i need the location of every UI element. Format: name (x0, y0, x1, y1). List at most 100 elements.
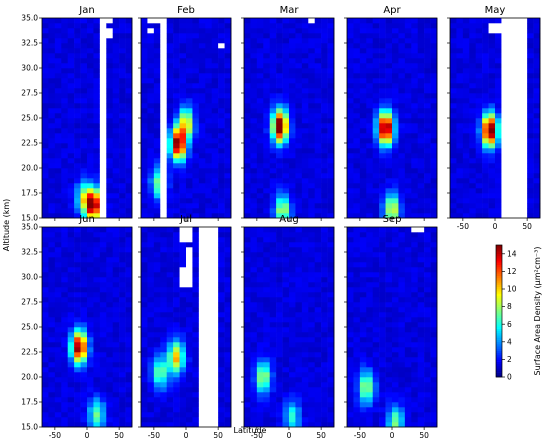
heatmap-cell (224, 247, 232, 253)
heatmap-cell (295, 387, 303, 393)
heatmap-cell (527, 58, 534, 64)
heatmap-cell (482, 158, 489, 164)
heatmap-cell (119, 417, 126, 423)
heatmap-cell (263, 153, 271, 159)
heatmap-cell (359, 322, 367, 328)
heatmap-cell (48, 287, 56, 293)
heatmap-cell (244, 272, 251, 278)
heatmap-cell (327, 43, 335, 49)
heatmap-cell (269, 307, 277, 313)
heatmap-cell (166, 362, 174, 368)
heatmap-cell (173, 168, 180, 174)
heatmap-cell (67, 48, 75, 54)
heatmap-cell (67, 302, 75, 308)
heatmap-cell (295, 347, 303, 353)
heatmap-cell (99, 63, 107, 69)
heatmap-cell (211, 352, 219, 358)
heatmap-cell (321, 58, 328, 64)
heatmap-cell (119, 68, 126, 74)
heatmap-cell (119, 272, 126, 278)
heatmap-cell (160, 392, 168, 398)
heatmap-cell (106, 322, 114, 328)
heatmap-cell (153, 28, 161, 34)
heatmap-cell (80, 168, 88, 174)
heatmap-cell (106, 247, 114, 253)
heatmap-cell (276, 267, 283, 273)
heatmap-cell (456, 213, 464, 219)
heatmap-cell (488, 213, 496, 219)
heatmap-cell (99, 103, 107, 109)
heatmap-cell (166, 282, 174, 288)
heatmap-cell (250, 227, 258, 233)
heatmap-cell (269, 237, 277, 243)
heatmap-cell (87, 163, 94, 169)
heatmap-cell (430, 23, 438, 29)
heatmap-cell (456, 123, 464, 129)
heatmap-cell (533, 138, 541, 144)
heatmap-cell (289, 372, 296, 378)
heatmap-cell (99, 98, 107, 104)
heatmap-cell (224, 262, 232, 268)
heatmap-cell (153, 168, 161, 174)
heatmap-cell (74, 108, 81, 114)
heatmap-cell (179, 103, 187, 109)
heatmap-cell (359, 347, 367, 353)
heatmap-cell (450, 58, 457, 64)
heatmap-cell (263, 317, 271, 323)
heatmap-cell (398, 203, 406, 209)
heatmap-cell (269, 302, 277, 308)
heatmap-cell (501, 53, 509, 59)
heatmap-cell (80, 173, 88, 179)
heatmap-cell (359, 108, 367, 114)
heatmap-cell (398, 327, 406, 333)
heatmap-cell (475, 153, 483, 159)
heatmap-cell (112, 203, 120, 209)
heatmap-cell (372, 163, 380, 169)
heatmap-cell (153, 232, 161, 238)
heatmap-cell (205, 367, 213, 373)
heatmap-cell (186, 28, 193, 34)
heatmap-cell (160, 143, 168, 149)
heatmap-cell (411, 113, 419, 119)
heatmap-cell (147, 23, 155, 29)
heatmap-cell (308, 262, 316, 268)
heatmap-cell (314, 123, 322, 129)
heatmap-cell (527, 38, 534, 44)
heatmap-cell (80, 317, 88, 323)
heatmap-cell (67, 18, 75, 24)
heatmap-cell (301, 58, 309, 64)
heatmap-cell (359, 417, 367, 423)
heatmap-cell (218, 292, 225, 298)
heatmap-cell (218, 153, 225, 159)
heatmap-cell (74, 407, 81, 413)
heatmap-cell (218, 342, 225, 348)
heatmap-cell (99, 93, 107, 99)
heatmap-cell (224, 63, 232, 69)
heatmap-cell (93, 302, 101, 308)
heatmap-cell (276, 372, 283, 378)
heatmap-cell (404, 103, 412, 109)
heatmap-cell (99, 237, 107, 243)
heatmap-cell (321, 342, 328, 348)
heatmap-cell (48, 53, 56, 59)
heatmap-cell (224, 28, 232, 34)
heatmap-cell (80, 262, 88, 268)
heatmap-cell (186, 38, 193, 44)
heatmap-cell (112, 78, 120, 84)
heatmap-cell (308, 407, 316, 413)
heatmap-cell (385, 138, 393, 144)
heatmap-cell (295, 103, 303, 109)
heatmap-cell (347, 153, 354, 159)
heatmap-cell (482, 168, 489, 174)
heatmap-cell (398, 23, 406, 29)
heatmap-cell (507, 43, 515, 49)
heatmap-cell (424, 128, 431, 134)
heatmap-cell (141, 148, 148, 154)
heatmap-cell (192, 138, 200, 144)
heatmap-cell (269, 58, 277, 64)
heatmap-cell (456, 138, 464, 144)
heatmap-cell (488, 33, 496, 39)
heatmap-cell (205, 417, 213, 423)
heatmap-cell (125, 302, 133, 308)
heatmap-cell (147, 407, 155, 413)
